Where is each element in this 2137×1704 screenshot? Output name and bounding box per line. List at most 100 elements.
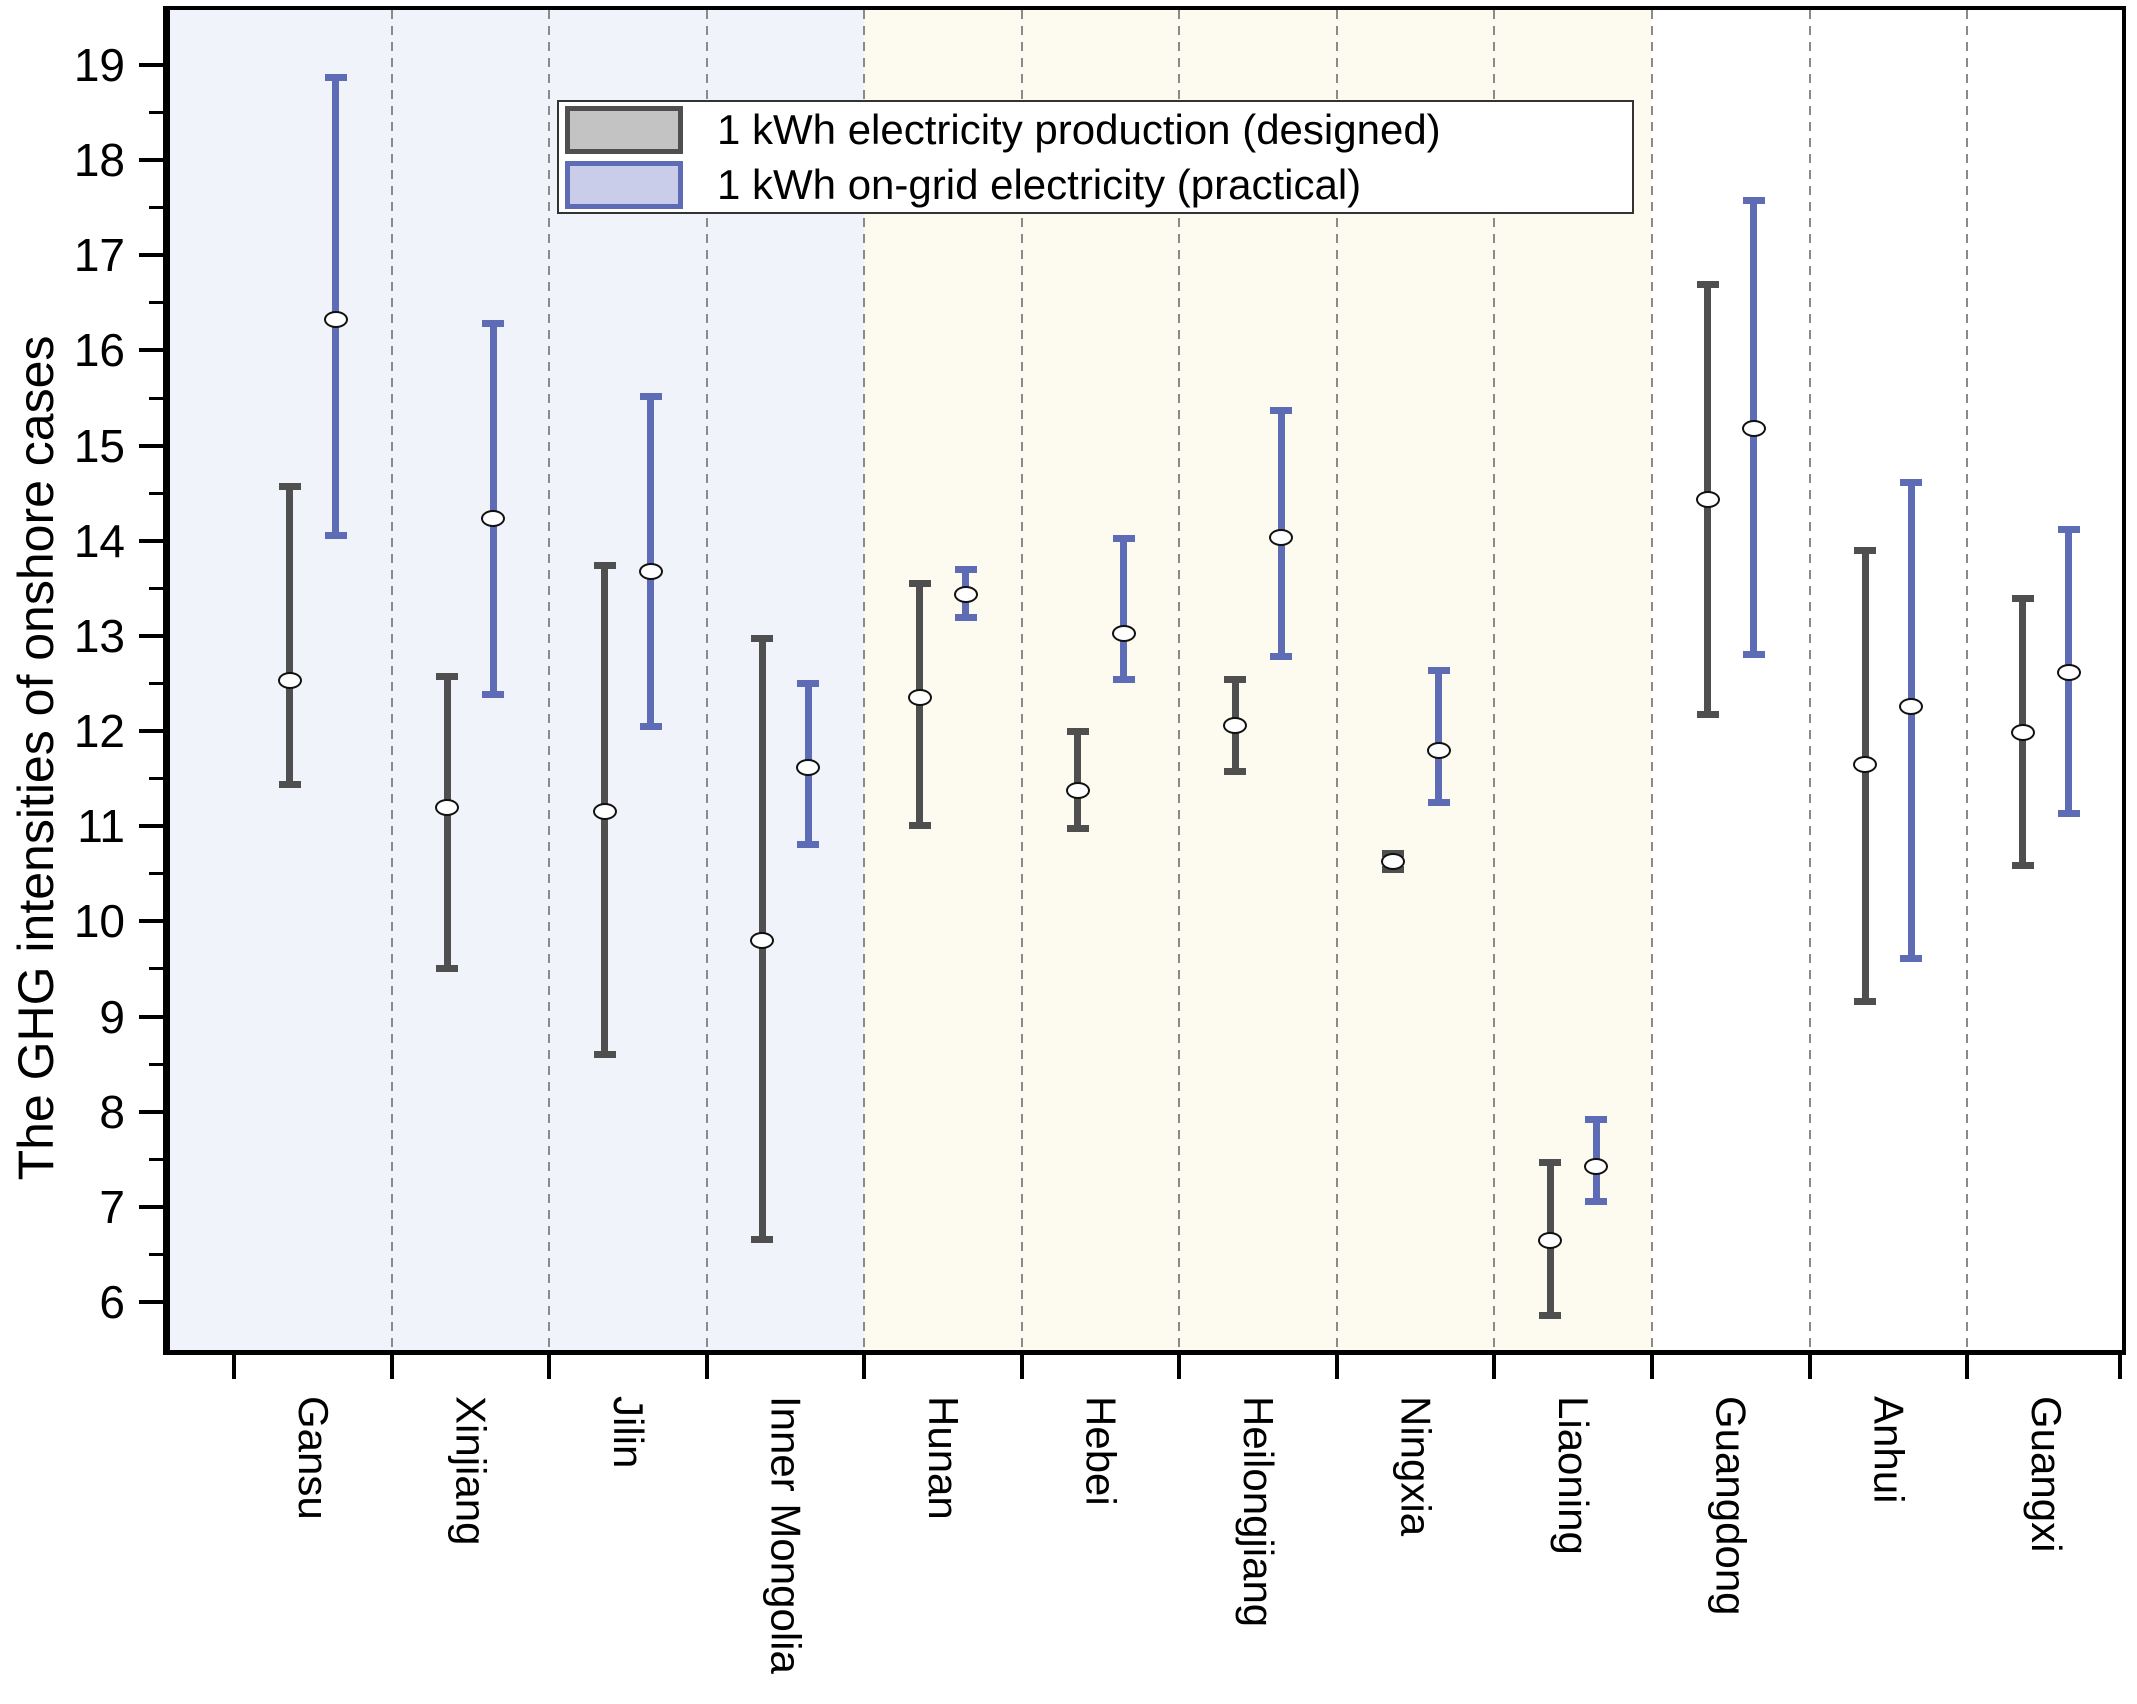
error-bar-practical [1435, 670, 1443, 804]
error-bar-cap-top-designed [436, 672, 459, 680]
error-bar-cap-bottom-designed [1066, 825, 1089, 833]
y-tick-label: 7 [99, 1180, 125, 1233]
data-point-marker-practical [481, 510, 506, 528]
y-axis-major-tick [139, 1014, 163, 1019]
error-bar-cap-top-designed [593, 562, 616, 570]
y-axis-minor-tick [149, 1252, 163, 1256]
error-bar-cap-bottom-practical [797, 841, 820, 849]
x-tick-label: Guangdong [1707, 1396, 1755, 1616]
error-bar-designed [1861, 550, 1869, 1003]
x-tick-label: Hebei [1077, 1396, 1125, 1506]
x-axis-tick [547, 1355, 552, 1379]
error-bar-cap-bottom-designed [2011, 862, 2034, 870]
x-axis-tick [1492, 1355, 1497, 1379]
error-bar-cap-bottom-practical [2057, 809, 2080, 817]
x-axis-tick [862, 1355, 867, 1379]
error-bar-cap-top-practical [1270, 407, 1293, 415]
legend: 1 kWh electricity production (designed) … [557, 100, 1634, 214]
data-point-marker-practical [1741, 419, 1766, 437]
legend-item-practical: 1 kWh on-grid electricity (practical) [565, 160, 1632, 210]
error-bar-cap-top-designed [1066, 728, 1089, 736]
x-tick-label: Gansu [289, 1396, 337, 1520]
x-tick-label: Hunan [919, 1396, 967, 1520]
data-point-marker-designed [277, 672, 302, 690]
error-bar-cap-top-designed [1696, 280, 1719, 288]
category-separator-line [1335, 10, 1338, 1350]
error-bar-cap-bottom-designed [751, 1236, 774, 1244]
x-axis-tick [1649, 1355, 1654, 1379]
y-axis-major-tick [139, 443, 163, 448]
error-bar-designed [1074, 731, 1082, 830]
error-bar-designed [286, 485, 294, 786]
y-tick-label: 19 [73, 39, 125, 91]
y-tick-label: 16 [73, 324, 125, 377]
data-point-marker-practical [1111, 625, 1136, 643]
y-axis-minor-tick [149, 301, 163, 305]
error-bar-cap-bottom-practical [954, 613, 977, 621]
y-axis-major-tick [139, 633, 163, 638]
data-point-marker-designed [1853, 755, 1878, 773]
x-tick-label: Jilin [604, 1396, 652, 1469]
error-bar-cap-top-designed [1224, 675, 1247, 683]
y-tick-label: 17 [73, 229, 125, 282]
data-point-marker-practical [1899, 697, 1924, 715]
y-axis-major-tick [139, 538, 163, 543]
x-axis-tick [1019, 1355, 1024, 1379]
x-tick-label: Xinjiang [447, 1396, 495, 1546]
error-bar-cap-bottom-designed [1539, 1312, 1562, 1320]
error-bar-cap-bottom-designed [908, 822, 931, 830]
error-bar-cap-top-designed [908, 579, 931, 587]
error-bar-cap-top-practical [1742, 197, 1765, 205]
x-tick-label: Ningxia [1392, 1396, 1440, 1537]
error-bar-practical [332, 77, 340, 536]
plot-border-top [163, 6, 2126, 10]
data-point-marker-designed [435, 798, 460, 816]
y-axis-minor-tick [149, 967, 163, 971]
error-bar-cap-bottom-designed [436, 964, 459, 972]
x-axis-tick [2118, 1355, 2122, 1379]
y-tick-label: 13 [73, 609, 125, 662]
y-axis-minor-tick [149, 111, 163, 115]
y-tick-label: 11 [77, 800, 125, 853]
category-separator-line [1966, 10, 1969, 1350]
data-point-marker-practical [1584, 1158, 1609, 1176]
y-axis-major-tick [139, 158, 163, 163]
error-bar-cap-top-practical [1112, 534, 1135, 542]
legend-item-designed: 1 kWh electricity production (designed) [565, 105, 1632, 155]
x-axis-tick [1807, 1355, 1812, 1379]
error-bar-cap-top-practical [797, 680, 820, 688]
data-point-marker-designed [592, 803, 617, 821]
data-point-marker-designed [2010, 724, 2035, 742]
error-bar-cap-bottom-designed [278, 781, 301, 789]
y-axis-major-tick [139, 348, 163, 353]
y-axis-minor-tick [149, 681, 163, 685]
data-point-marker-designed [750, 931, 775, 949]
error-bar-cap-top-practical [1427, 667, 1450, 675]
x-tick-label: Guangxi [2022, 1396, 2070, 1553]
data-point-marker-practical [1426, 741, 1451, 759]
y-axis-major-tick [139, 729, 163, 734]
x-tick-label: Heilongjiang [1235, 1396, 1283, 1628]
category-separator-line [1808, 10, 1811, 1350]
y-axis-minor-tick [149, 206, 163, 210]
error-bar-cap-bottom-practical [1427, 799, 1450, 807]
category-separator-line [1178, 10, 1181, 1350]
error-bar-cap-top-practical [2057, 526, 2080, 534]
error-bar-cap-bottom-designed [1224, 767, 1247, 775]
legend-swatch-designed-icon [565, 105, 683, 154]
data-point-marker-practical [638, 562, 663, 580]
error-bar-cap-top-designed [751, 634, 774, 642]
legend-label-practical: 1 kWh on-grid electricity (practical) [717, 160, 1362, 208]
y-axis-minor-tick [149, 491, 163, 495]
data-point-marker-practical [796, 758, 821, 776]
plot-border-right [2122, 6, 2126, 1355]
y-axis-major-tick [139, 824, 163, 829]
y-axis-minor-tick [149, 396, 163, 400]
error-bar-cap-bottom-practical [1270, 652, 1293, 660]
y-tick-label: 6 [99, 1275, 125, 1328]
legend-label-designed: 1 kWh electricity production (designed) [717, 105, 1441, 153]
error-bar-cap-top-designed [2011, 594, 2034, 602]
x-tick-label: Inner Mongolia [762, 1396, 810, 1674]
data-point-marker-practical [2056, 663, 2081, 681]
x-tick-label: Liaoning [1550, 1396, 1598, 1555]
